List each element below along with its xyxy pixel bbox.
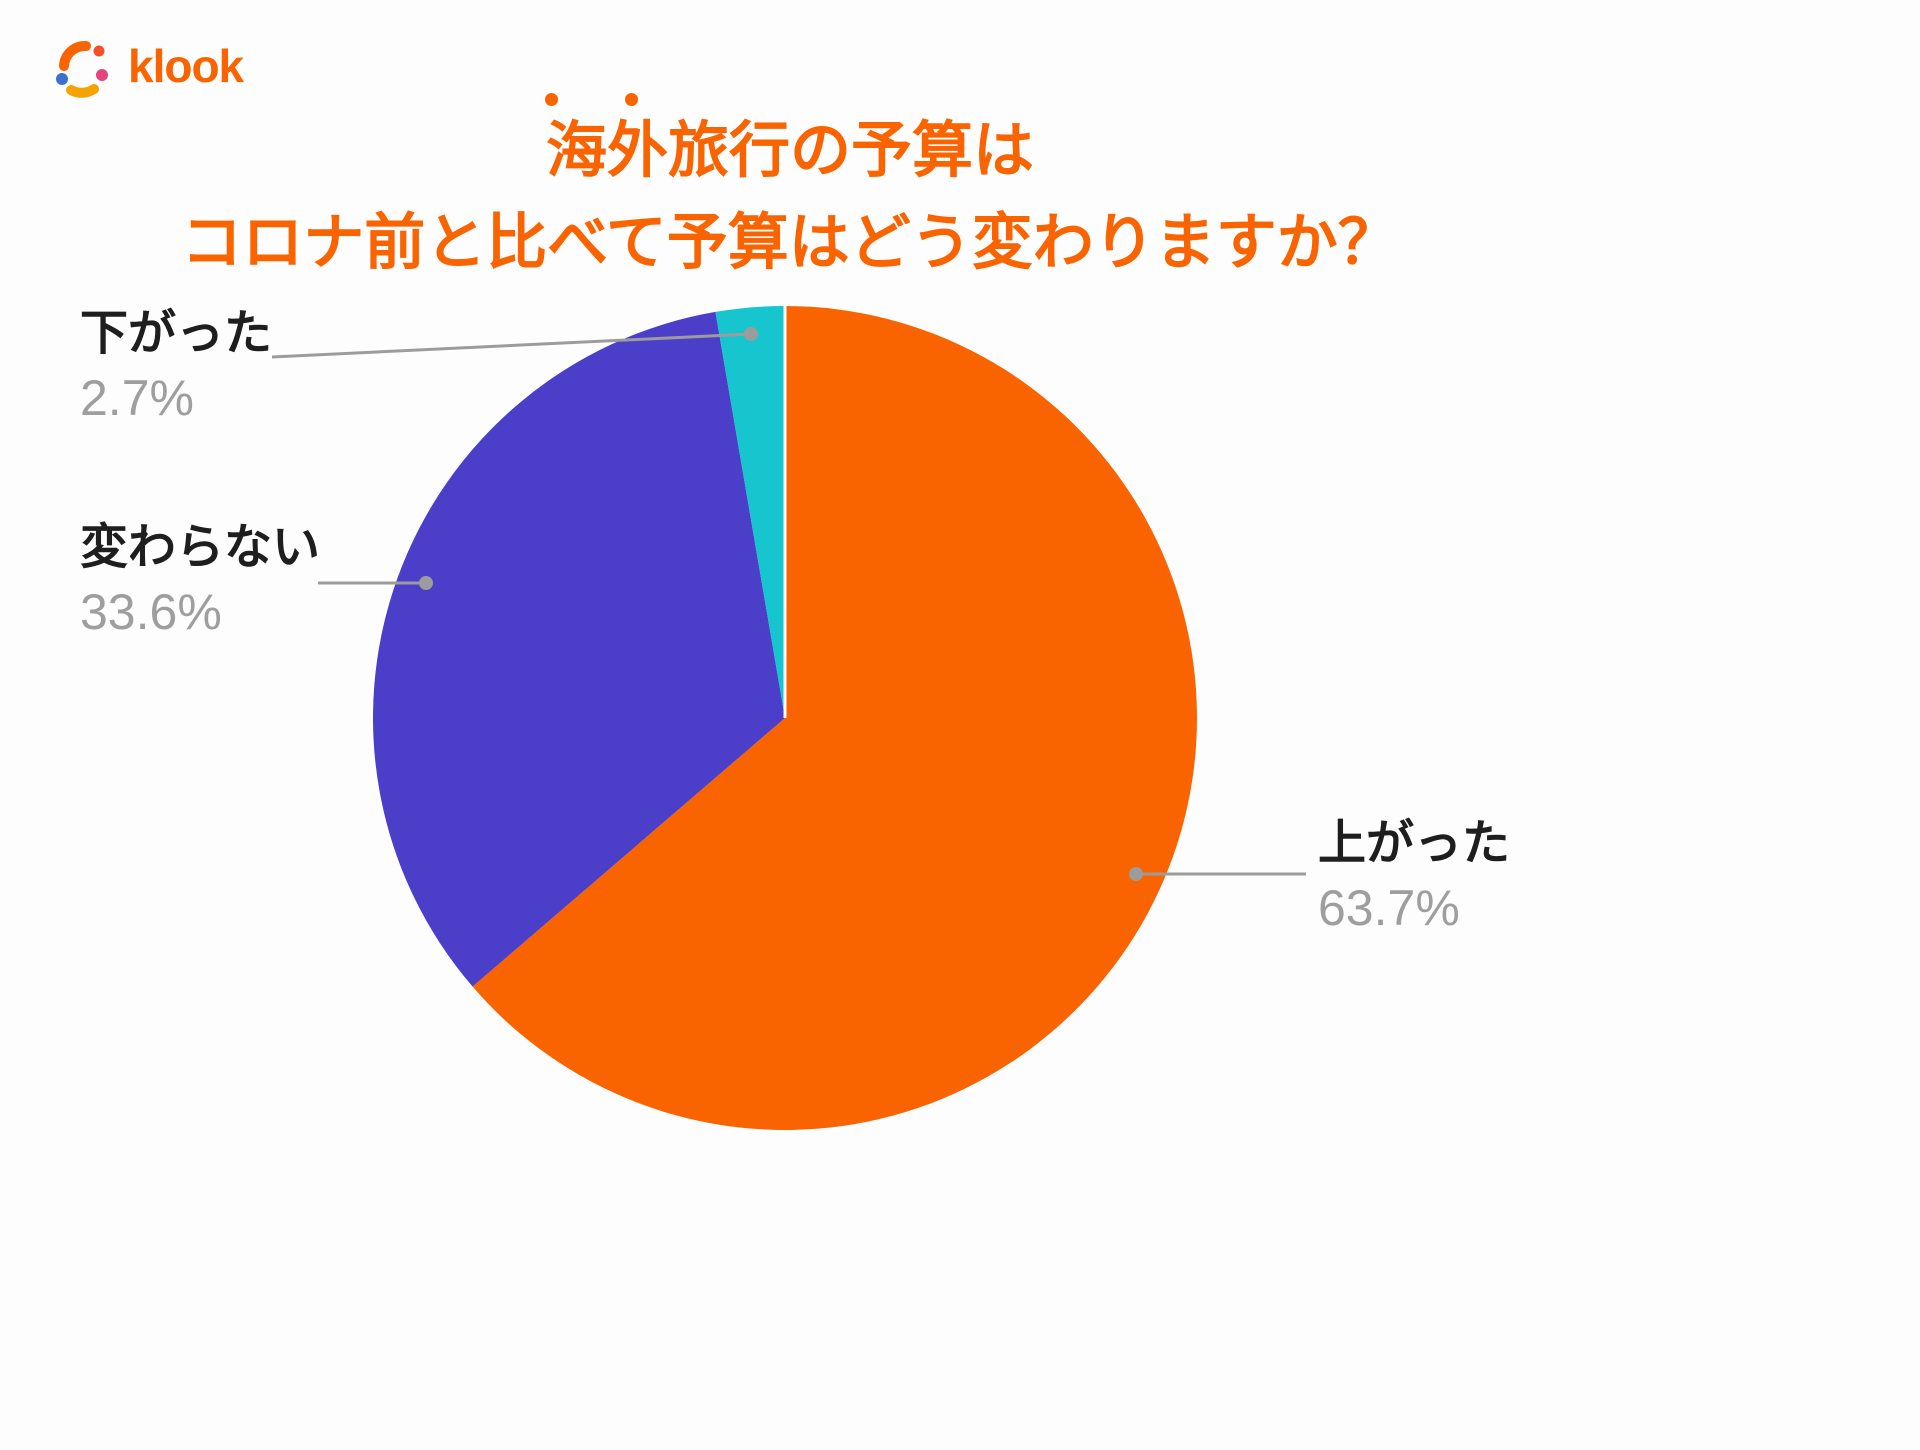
callout-decreased: 下がった 2.7%	[80, 307, 273, 426]
callout-increased: 上がった 63.7%	[1318, 817, 1511, 936]
emphasis-dot	[545, 93, 558, 106]
slice-percent-decreased: 2.7%	[80, 369, 194, 426]
klook-logo-icon	[56, 41, 108, 98]
emphasis-dot	[625, 93, 638, 106]
slice-label-unchanged: 変わらない	[80, 521, 321, 574]
chart-title-line2: コロナ前と比べて予算はどう変わりますか？	[181, 208, 1399, 276]
slice-label-decreased: 下がった	[80, 307, 273, 360]
pie-slice-increased	[472, 306, 1197, 1130]
callout-unchanged: 変わらない 33.6%	[80, 521, 321, 640]
pie-chart	[373, 306, 1197, 1130]
pie-slice-decreased	[715, 306, 785, 718]
chart-title-line1: 海外旅行の予算は	[545, 116, 1034, 184]
klook-logo: klook	[52, 38, 244, 100]
slice-percent-unchanged: 33.6%	[80, 583, 222, 640]
slice-label-increased: 上がった	[1318, 817, 1511, 870]
slice-percent-increased: 63.7%	[1318, 879, 1460, 936]
pie-slice-unchanged	[373, 311, 785, 987]
chart-title: 海外旅行の予算は コロナ前と比べて予算はどう変わりますか？	[0, 104, 1580, 288]
klook-logo-wordmark: klook	[128, 40, 244, 92]
